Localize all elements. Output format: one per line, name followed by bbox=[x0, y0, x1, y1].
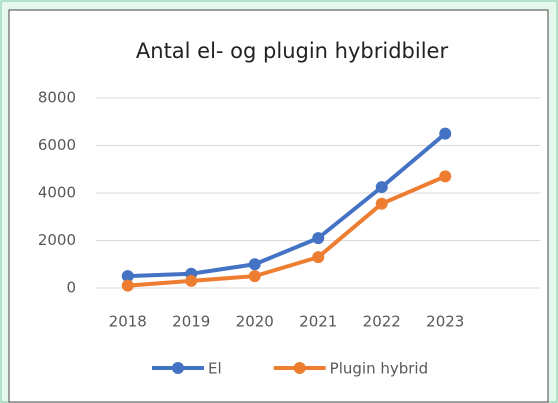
data-point bbox=[439, 170, 452, 183]
series-line bbox=[127, 174, 447, 288]
y-tick-label: 0 bbox=[66, 279, 76, 297]
legend-label: El bbox=[208, 360, 222, 378]
x-tick-label: 2023 bbox=[426, 313, 464, 331]
data-point bbox=[121, 279, 134, 292]
x-tick-label: 2018 bbox=[109, 313, 147, 331]
x-tick-label: 2021 bbox=[299, 313, 337, 331]
y-tick-label: 2000 bbox=[38, 231, 76, 249]
legend-marker bbox=[293, 362, 306, 374]
data-point bbox=[439, 127, 452, 140]
data-point bbox=[375, 181, 388, 194]
legend-label: Plugin hybrid bbox=[330, 360, 428, 378]
x-tick-label: 2020 bbox=[236, 313, 274, 331]
data-point bbox=[375, 197, 388, 210]
data-point bbox=[312, 232, 325, 245]
data-point bbox=[185, 274, 198, 287]
data-point bbox=[312, 251, 325, 264]
series-line bbox=[127, 132, 447, 279]
plot-panel bbox=[8, 9, 549, 403]
data-point bbox=[248, 258, 261, 271]
x-tick-label: 2019 bbox=[172, 313, 210, 331]
y-tick-label: 6000 bbox=[38, 136, 76, 154]
data-point bbox=[248, 270, 261, 283]
x-tick-label: 2022 bbox=[363, 313, 401, 331]
legend-marker bbox=[172, 362, 184, 374]
chart-title: Antal el- og plugin hybridbiler bbox=[136, 39, 449, 63]
y-tick-label: 8000 bbox=[38, 89, 76, 107]
data-point bbox=[121, 270, 134, 283]
y-tick-label: 4000 bbox=[38, 184, 76, 202]
